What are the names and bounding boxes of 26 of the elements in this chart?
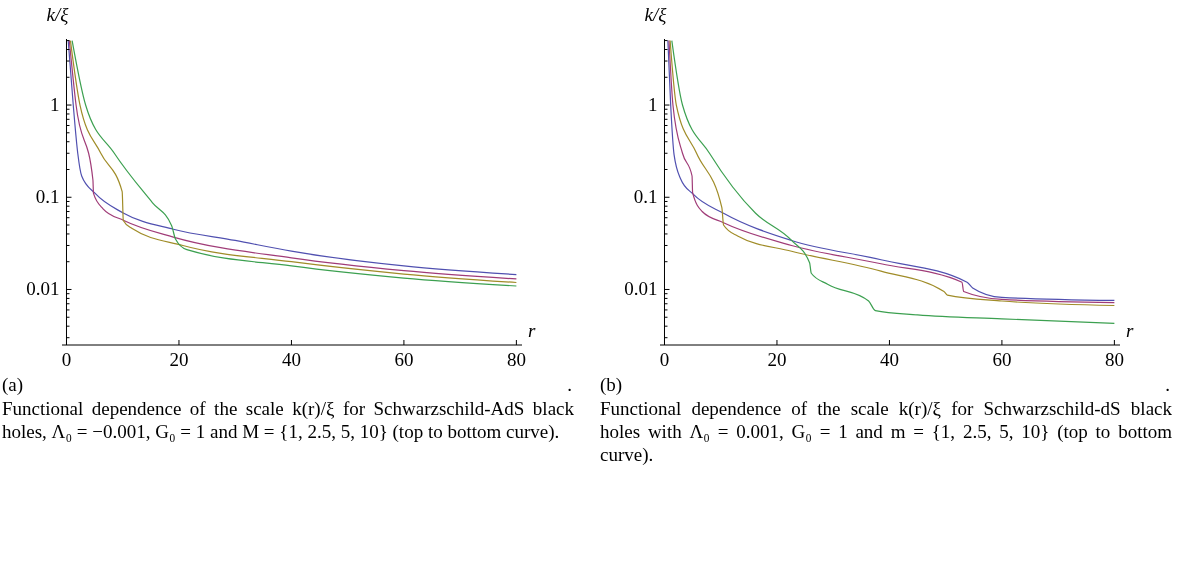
text: . [567, 374, 572, 395]
y-tick-label: 1 [648, 94, 658, 116]
y-axis-title: k/ξ [46, 4, 70, 25]
text: Functional dependence of the scale k(r)/ξ for Schwarzschild-AdS black holes, Λ₀ = −0.001, G₀ = 1 and M = {1, 2.5, 5, 10} (top to bottom curve). [2, 397, 574, 443]
x-tick-label: 80 [506, 349, 526, 370]
text: Functional dependence of the scale k(r)/ξ for Schwarzschild-dS black holes with Λ₀ = 0.001, G₀ = 1 and m = {1, 2.5, 5, 10} (top to bottom curve). [600, 397, 1172, 466]
x-tick-label: 60 [992, 349, 1012, 370]
x-axis-title: r [1126, 320, 1134, 341]
x-tick-label: 40 [879, 349, 899, 370]
x-tick-label: 20 [767, 349, 787, 370]
x-tick-label: 60 [394, 349, 414, 370]
y-axis-title: k/ξ [644, 4, 668, 25]
y-tick-label: 0.01 [624, 278, 658, 300]
y-tick-label: 0.1 [633, 186, 658, 208]
y-tick-label: 0.1 [35, 186, 60, 208]
y-tick-label: 0.01 [26, 278, 60, 300]
text: . [1165, 374, 1170, 395]
x-tick-label: 40 [281, 349, 301, 370]
x-tick-label: 80 [1104, 349, 1124, 370]
x-tick-label: 0 [659, 349, 670, 370]
x-tick-label: 20 [169, 349, 189, 370]
text: (a) [2, 374, 24, 396]
x-tick-label: 0 [61, 349, 72, 370]
x-axis-title: r [528, 320, 536, 341]
text: (b) [600, 374, 623, 396]
y-tick-label: 1 [50, 94, 60, 116]
